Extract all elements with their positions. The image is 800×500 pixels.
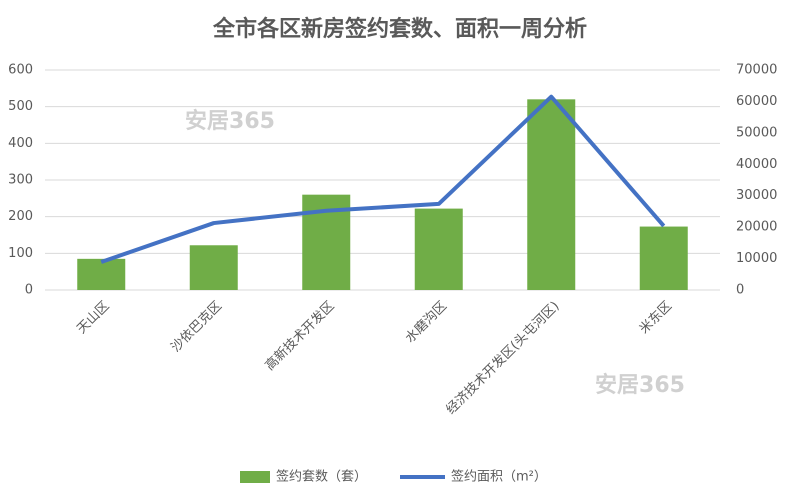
y2-tick-label: 60000 [736, 94, 777, 109]
y-tick-label: 300 [8, 173, 33, 188]
y2-tick-label: 30000 [736, 188, 777, 203]
bar [639, 226, 688, 290]
legend-label: 签约面积（m²） [451, 469, 547, 485]
x-tick-label: 经济技术开发区(头屯河区) [443, 298, 563, 418]
y-tick-label: 100 [8, 246, 33, 261]
chart-title: 全市各区新房签约套数、面积一周分析 [212, 16, 587, 42]
y-tick-label: 0 [25, 283, 33, 298]
y2-tick-label: 70000 [736, 63, 777, 78]
y2-tick-label: 10000 [736, 251, 777, 266]
y2-tick-label: 0 [736, 283, 744, 298]
x-tick-label: 高新技术开发区 [262, 298, 338, 374]
bar [77, 258, 126, 290]
y2-tick-label: 40000 [736, 157, 777, 172]
line [100, 94, 666, 264]
legend-label: 签约套数（套） [276, 469, 367, 485]
y-tick-label: 400 [8, 136, 33, 151]
y-tick-label: 200 [8, 209, 33, 224]
x-tick-label: 米东区 [637, 299, 675, 337]
bar [414, 208, 463, 290]
bar [189, 245, 238, 290]
y2-tick-label: 20000 [736, 220, 777, 235]
y-tick-label: 500 [8, 99, 33, 114]
x-tick-label: 沙依巴克区 [168, 299, 225, 356]
y-tick-label: 600 [8, 63, 33, 78]
x-tick-label: 天山区 [74, 299, 112, 337]
x-tick-label: 水磨沟区 [403, 299, 450, 346]
legend-swatch [240, 471, 270, 483]
y2-tick-label: 50000 [736, 125, 777, 140]
bar [527, 99, 576, 290]
watermark: 安居365 [595, 372, 685, 398]
watermark: 安居365 [185, 108, 275, 134]
